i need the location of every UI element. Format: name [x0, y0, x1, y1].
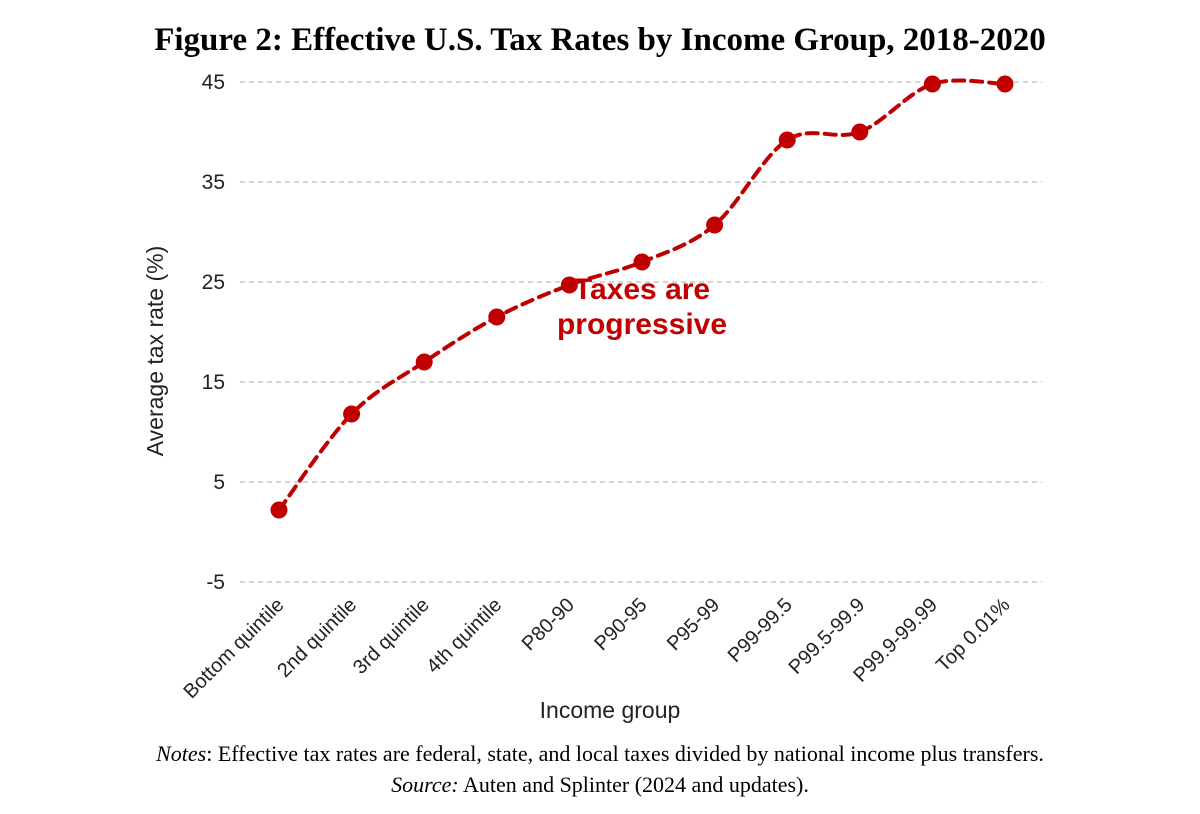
- x-tick-label: 3rd quintile: [349, 594, 434, 679]
- data-point: [778, 131, 796, 149]
- x-tick-label: 2nd quintile: [273, 594, 361, 682]
- data-point: [851, 123, 869, 141]
- x-tick-label: P95-99: [663, 594, 724, 655]
- data-point: [706, 216, 724, 234]
- y-tick-label: 25: [202, 271, 225, 294]
- y-axis-label: Average tax rate (%): [142, 246, 168, 457]
- annotation: Taxes are progressive: [557, 273, 727, 341]
- source-label: Source:: [391, 772, 459, 797]
- data-point: [560, 276, 578, 294]
- x-tick-label: Top 0.01%: [932, 594, 1015, 677]
- annotation-line-1: Taxes are: [574, 273, 710, 306]
- y-tick-label: 35: [202, 171, 225, 194]
- y-tick-label: 15: [202, 371, 225, 394]
- data-point: [633, 253, 651, 271]
- notes-label: Notes: [156, 741, 207, 766]
- x-axis-label: Income group: [540, 697, 681, 723]
- data-points: [270, 75, 1014, 519]
- x-tick-label: P90-95: [590, 594, 651, 655]
- x-tick-label: Bottom quintile: [179, 594, 288, 703]
- source-line: Source: Auten and Splinter (2024 and upd…: [0, 769, 1200, 800]
- notes-text: : Effective tax rates are federal, state…: [206, 741, 1044, 766]
- x-tick-label: P80-90: [518, 594, 579, 655]
- data-point: [923, 75, 941, 93]
- y-tick-label: 45: [202, 71, 225, 94]
- y-tick-label: -5: [206, 571, 225, 594]
- y-tick-label: 5: [213, 471, 225, 494]
- data-point: [415, 353, 433, 371]
- data-point: [488, 308, 506, 326]
- gridlines: [240, 81, 1042, 583]
- data-point: [270, 501, 288, 519]
- figure-notes: Notes: Effective tax rates are federal, …: [0, 738, 1200, 800]
- annotation-line-2: progressive: [557, 308, 727, 341]
- x-tick-label: 4th quintile: [422, 594, 506, 678]
- source-text: Auten and Splinter (2024 and updates).: [458, 772, 809, 797]
- x-tick-label: P99-99.5: [724, 594, 797, 667]
- notes-line: Notes: Effective tax rates are federal, …: [0, 738, 1200, 769]
- data-point: [343, 405, 361, 423]
- figure-title: Figure 2: Effective U.S. Tax Rates by In…: [154, 22, 1046, 58]
- data-point: [996, 75, 1014, 93]
- y-tick-labels: -5 5 15 25 35 45: [202, 71, 225, 594]
